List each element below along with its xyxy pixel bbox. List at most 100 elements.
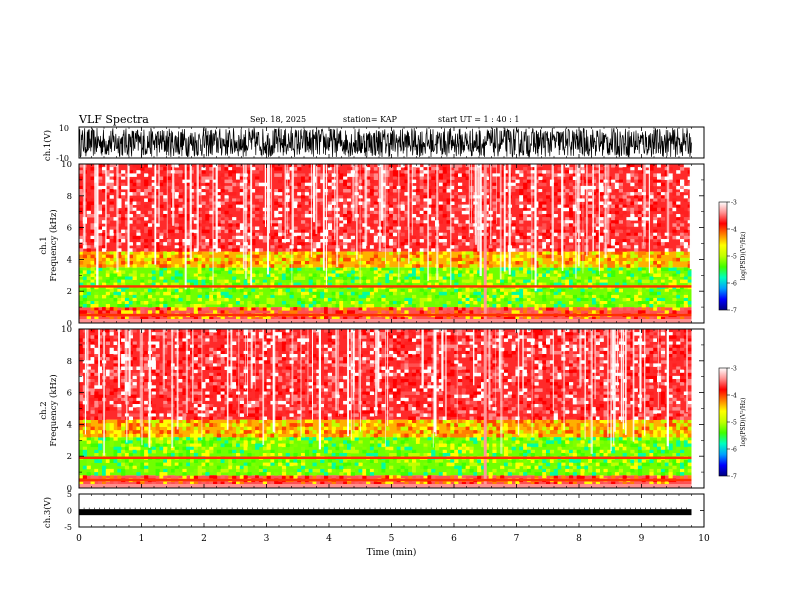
ch1-streak [96,164,99,286]
ch1-streak [508,164,511,275]
ch2-streak [375,329,378,416]
ch2-streak [162,329,165,390]
x-tick-label: 6 [451,534,457,544]
ch2-ytick-label: 10 [61,325,72,335]
ch1-ytick-label: 0 [67,319,72,329]
colorbar-tick-label: -7 [731,308,737,315]
ch2-streak [613,329,616,432]
x-tick-label: 4 [326,534,332,544]
ch1-streak [250,164,253,288]
ch2-streak [686,329,688,412]
ch1-streak [325,164,327,288]
colorbars: -3 -4 -5 -6 -7 log(PSD)(V²/Hz) -3 -4 -5 -6 -7 log(P… [718,200,747,481]
ch2-streak [632,329,635,442]
colorbar-tick-label: -5 [731,420,737,427]
x-tick-label: 0 [76,534,82,544]
ch2-streak [176,329,179,430]
ch2-ytick-label: 2 [67,452,72,462]
ch1-streak [364,164,367,249]
ch1-streak [503,164,506,272]
ch2-streak [579,329,582,387]
ch2-streak [622,329,625,429]
ch2-streak [84,329,86,435]
ch2-streak [250,329,253,389]
ch1-streak [551,164,554,262]
ch1-ytick-label: 8 [67,192,72,202]
ch1-streak [643,164,644,246]
ch1-streak [378,164,381,252]
ch2-streak [245,329,246,390]
ch1-streak [242,164,245,270]
ch2-streak [353,329,355,432]
ch3-ytick-label: 0 [67,507,72,516]
ch2-streak [358,329,360,413]
ch2-ylabel: ch.2Frequency (kHz) [39,374,59,446]
x-tick-label: 2 [201,534,207,544]
ch2-streak [360,329,361,432]
ch2-streak [318,329,321,450]
x-tick-label: 9 [639,534,645,544]
ch1-streak [172,164,175,226]
ch2-streak [620,329,623,422]
ch1-streak [359,164,361,284]
ch2-tone-line [79,478,692,482]
ch2-streak [338,329,339,417]
ch2-streak [300,329,302,437]
ch2-event [483,329,487,488]
ch1-streak [83,164,86,248]
ch2-streak [531,329,533,436]
ch1-streak [267,164,269,275]
ch2-streak [522,329,524,393]
ch1-streak [284,164,286,244]
ch2-streak [517,329,520,436]
ch1-ytick-label: 10 [59,124,69,133]
ch1-streak [592,164,594,252]
ch2-streak [386,329,389,426]
ch1-event [483,164,487,323]
ch1-streak [286,164,288,235]
ch2-streak [98,329,100,388]
ch1-streak [499,164,502,280]
ch1-streak [244,164,247,279]
ch2-streak [307,329,309,405]
ch1-streak [354,164,356,222]
colorbar-tick-label: -5 [731,254,737,261]
x-tick-label: 7 [514,534,520,544]
ch1-floor [79,319,692,323]
colorbar-tick-label: -6 [731,281,737,288]
ch3-ytick-label: 5 [67,490,72,499]
ch1-ytick-label: 2 [67,287,72,297]
ch1-streak [474,164,476,236]
ch1-streak [385,164,386,264]
ch2-streak [644,329,646,436]
ch2-spectrogram-panel: 0 2 4 6 8 10 ch.2Frequency (kHz) [39,325,705,494]
ch1-streak [534,164,537,292]
ch1-streak [291,164,293,286]
ch1-streak [292,164,294,245]
ch2-streak [612,329,614,400]
ch1-streak [82,164,85,244]
ch1-streak [477,164,480,252]
ch2-streak [640,329,642,404]
ch2-streak [117,329,120,388]
ch1-streak [577,164,578,233]
ch3-trace [79,509,692,516]
ch2-streak [350,329,352,440]
ch2-streak [385,329,386,447]
ch2-streak [666,329,669,447]
colorbar-tick-label: -6 [731,447,737,454]
x-tick-label: 10 [698,534,710,544]
ch2-streak [352,329,354,401]
ch2-streak [590,329,593,454]
ch2-streak [377,329,380,390]
x-tick-label: 5 [389,534,395,544]
ch2-streak [584,329,586,416]
ch1-streak [648,164,650,273]
ch2-streak [247,329,248,416]
ch2-spectrogram-body [79,329,692,488]
ch1-streak [127,164,130,268]
ch2-streak [291,329,294,405]
ch2-ytick-label: 4 [67,420,72,430]
